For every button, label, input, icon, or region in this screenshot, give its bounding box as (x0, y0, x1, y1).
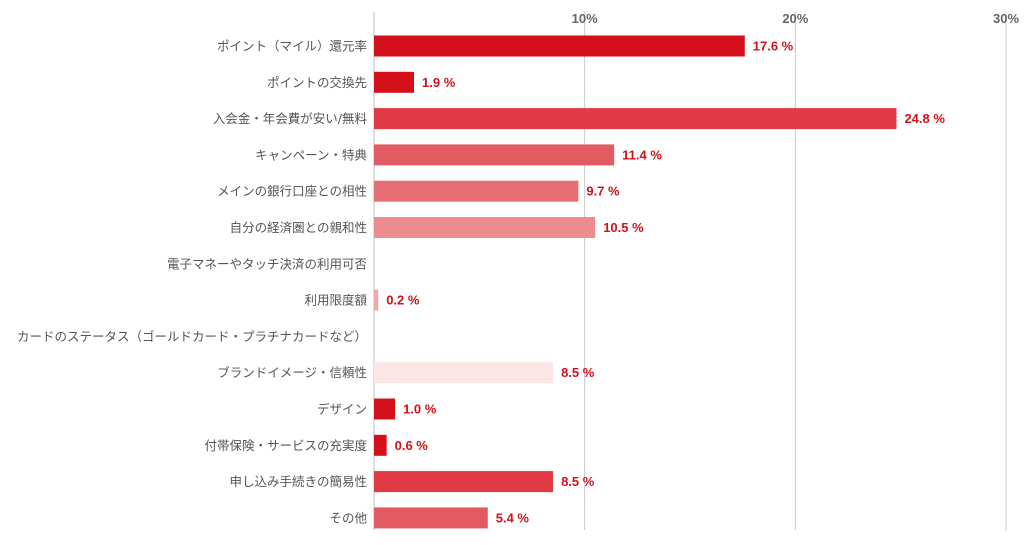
value-label: 9.7 % (586, 184, 620, 199)
value-label: 0.6 % (395, 438, 429, 453)
bar (374, 217, 596, 238)
category-label: ブランドイメージ・信頼性 (217, 365, 367, 380)
bar (374, 471, 554, 493)
x-tick-label: 30% (993, 11, 1019, 26)
bar (374, 35, 745, 57)
grid-layer (373, 12, 1007, 530)
category-label: その他 (329, 510, 367, 525)
category-label: メインの銀行口座との相性 (217, 184, 367, 199)
bar (374, 507, 488, 529)
value-label: 17.6 % (753, 39, 794, 54)
value-label: 10.5 % (603, 220, 644, 235)
value-label: 11.4 % (622, 147, 662, 162)
category-label: 利用限度額 (304, 293, 367, 308)
value-label: 1.9 % (422, 75, 456, 90)
x-tick-label: 20% (782, 11, 808, 26)
tick-labels: 10% 20% 30% (572, 11, 1020, 26)
bar (374, 180, 579, 202)
bar (374, 398, 396, 420)
value-labels: 17.6 % 1.9 % 24.8 % 11.4 % 9.7 % 10.5 % 0.2 % 8… (386, 39, 945, 526)
value-label: 0.2 % (386, 293, 420, 308)
category-label: 入会金・年会費が安い/無料 (213, 111, 368, 126)
category-label: 付帯保険・サービスの充実度 (204, 438, 367, 453)
category-label: ポイント（マイル）還元率 (217, 39, 367, 54)
bar (374, 71, 415, 93)
category-labels: ポイント（マイル）還元率ポイントの交換先入会金・年会費が安い/無料キャンペーン・… (17, 39, 368, 526)
category-label: 電子マネーやタッチ決済の利用可否 (167, 256, 367, 271)
bar (374, 434, 387, 456)
value-label: 8.5 % (561, 365, 595, 380)
x-tick-label: 10% (572, 11, 598, 26)
value-label: 24.8 % (904, 111, 945, 126)
bar (374, 289, 379, 311)
bar (374, 144, 615, 166)
category-label: キャンペーン・特典 (255, 147, 367, 162)
value-label: 5.4 % (496, 510, 530, 525)
value-label: 1.0 % (403, 402, 437, 417)
value-label: 8.5 % (561, 474, 595, 489)
category-label: 申し込み手続きの簡易性 (229, 474, 367, 489)
category-label: デザイン (317, 402, 367, 417)
bars (374, 35, 897, 529)
bar (374, 362, 554, 384)
category-label: ポイントの交換先 (267, 75, 367, 90)
category-label: 自分の経済圏との親和性 (230, 220, 367, 235)
category-label: カードのステータス（ゴールドカード・プラチナカードなど） (17, 329, 367, 344)
bar (374, 108, 897, 130)
